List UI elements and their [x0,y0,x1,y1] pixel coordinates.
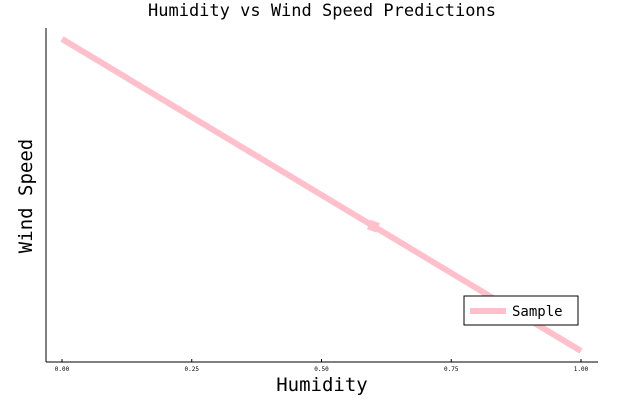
x-axis-label: Humidity [276,374,368,396]
chart-title: Humidity vs Wind Speed Predictions [148,1,496,21]
y-axis-label: Wind Speed [15,139,37,253]
x-tick-label: 0.25 [185,366,200,373]
x-ticks: 0.00 0.25 0.50 0.75 1.00 [55,359,589,373]
x-tick-label: 0.75 [444,366,459,373]
x-tick-label: 0.50 [314,366,329,373]
legend-label: Sample [512,304,563,320]
x-tick-label: 0.00 [55,366,70,373]
legend: Sample [463,295,579,326]
x-tick-label: 1.00 [574,366,589,373]
series-point [366,219,380,233]
